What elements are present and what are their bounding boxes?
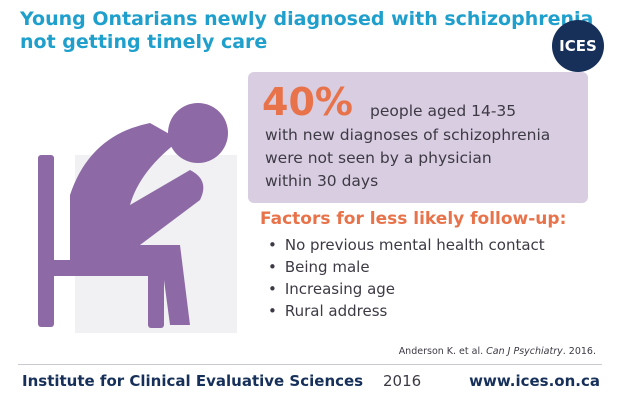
figure-head [168, 103, 228, 163]
stat-figure: 40% [262, 80, 353, 124]
divider [18, 364, 602, 365]
footer-organization: Institute for Clinical Evaluative Scienc… [22, 372, 364, 390]
citation-journal: Can J Psychiatry [486, 346, 563, 357]
figure-illustration [38, 103, 237, 333]
logo: ICES [552, 20, 604, 72]
citation-rest: . 2016. [562, 346, 596, 357]
figure-body [70, 123, 204, 325]
factor-item: No previous mental health contact [268, 236, 545, 254]
stat-text: with new diagnoses of schizophrenia [265, 126, 551, 144]
factor-item: Increasing age [268, 280, 395, 298]
citation-authors: Anderson K. et al. [398, 346, 484, 357]
title-line: Young Ontarians newly diagnosed with sch… [20, 8, 594, 30]
chair-leg [148, 260, 164, 328]
footer-year: 2016 [383, 372, 422, 390]
title-line: not getting timely care [20, 31, 268, 53]
chair-back [38, 155, 54, 327]
footer-url: www.ices.on.ca [469, 372, 600, 390]
stat-text: were not seen by a physician [265, 149, 492, 167]
factor-item: Being male [268, 258, 370, 276]
citation: Anderson K. et al. Can J Psychiatry. 201… [399, 346, 596, 357]
stat-text: within 30 days [265, 172, 379, 190]
factors-heading: Factors for less likely follow-up: [260, 209, 567, 229]
stat-text: people aged 14-35 [370, 102, 517, 120]
stat-box [248, 72, 588, 203]
factor-item: Rural address [268, 302, 387, 320]
